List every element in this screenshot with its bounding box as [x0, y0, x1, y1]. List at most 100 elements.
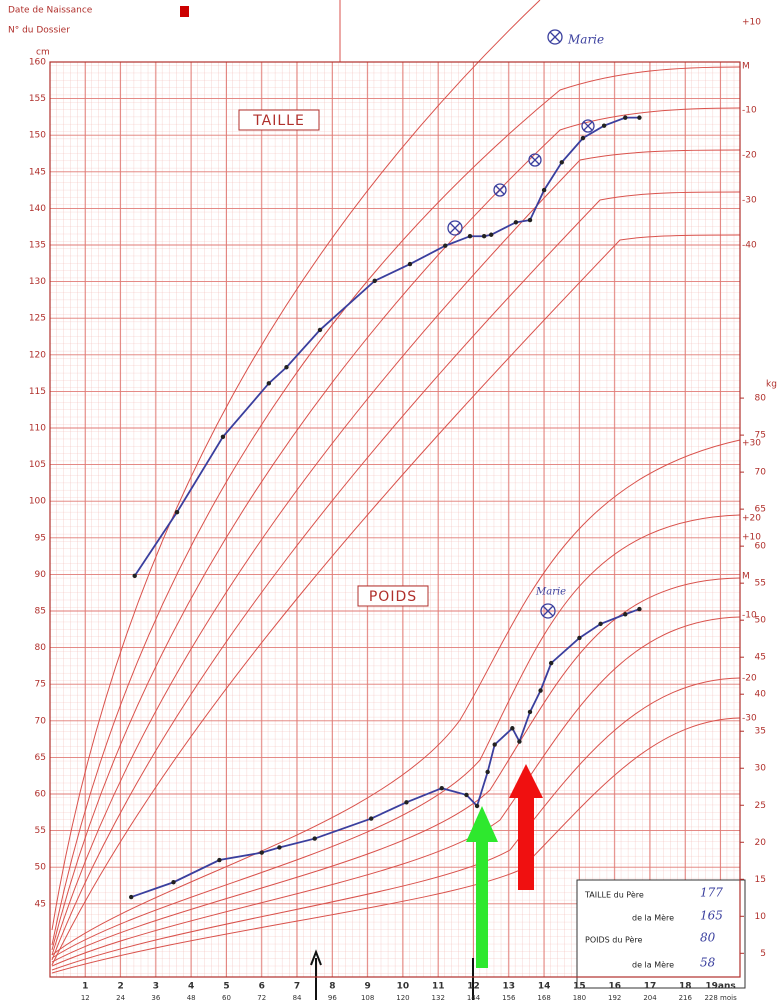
month-tick-label: 132 [432, 994, 445, 1002]
weight-series-label: POIDS [369, 589, 417, 605]
x-tick-label: 9 [365, 982, 371, 992]
x-tick-label: 8 [329, 982, 335, 992]
month-tick-label: 156 [502, 994, 516, 1002]
data-point [637, 607, 641, 611]
month-tick-label: 216 [679, 994, 693, 1002]
data-point [602, 123, 606, 127]
curve-label: +10 [742, 18, 761, 28]
month-tick-label: 180 [573, 994, 586, 1002]
height-series-label: TAILLE [252, 113, 305, 129]
parent-value: 80 [700, 931, 716, 945]
y-tick-label: 140 [29, 204, 46, 214]
x-tick-label: 18 [679, 982, 692, 992]
parent-label: POIDS du Père [585, 935, 643, 945]
data-point [260, 850, 264, 854]
y-tick-label: 100 [29, 497, 46, 507]
y-axis-unit: cm [36, 48, 50, 58]
y2-tick-label: 80 [755, 394, 767, 404]
y-tick-label: 60 [35, 790, 47, 800]
data-point [408, 262, 412, 266]
y-tick-label: 130 [29, 277, 46, 287]
y2-tick-label: 20 [755, 838, 767, 848]
y-tick-label: 45 [35, 899, 46, 909]
x-tick-label: 3 [153, 982, 159, 992]
data-point [468, 234, 472, 238]
month-tick-label: 168 [537, 994, 550, 1002]
curve-label: -20 [742, 151, 757, 161]
x-tick-label: 14 [538, 982, 551, 992]
y2-tick-label: 25 [755, 801, 766, 811]
annotation: Marie [535, 587, 566, 598]
x-tick-label: 10 [397, 982, 410, 992]
y-tick-label: 70 [35, 716, 47, 726]
data-point [277, 845, 281, 849]
data-point [517, 739, 521, 743]
data-point [510, 726, 514, 730]
y-tick-label: 95 [35, 533, 46, 543]
x-tick-label: 17 [644, 982, 657, 992]
month-tick-label: 96 [328, 994, 337, 1002]
month-tick-label: 192 [608, 994, 621, 1002]
data-point [637, 115, 641, 119]
y-tick-label: 75 [35, 680, 46, 690]
data-point [560, 160, 564, 164]
y-tick-label: 155 [29, 94, 46, 104]
parent-label: TAILLE du Père [584, 890, 644, 900]
data-point [528, 218, 532, 222]
y-tick-label: 80 [35, 643, 47, 653]
x-tick-label: 5 [223, 982, 229, 992]
height-curve-labels: +10 M -10 -20 -30 -40 [742, 18, 761, 251]
x-tick-label: 1 [82, 982, 88, 992]
data-point [404, 800, 408, 804]
y2-tick-label: 65 [755, 505, 766, 515]
y-tick-label: 90 [35, 570, 47, 580]
y-tick-label: 105 [29, 460, 46, 470]
curve-label: -40 [742, 241, 757, 251]
month-tick-label: 60 [222, 994, 231, 1002]
growth-chart: Date de Naissance N° du Dossier cm kg TA… [0, 0, 781, 1007]
month-tick-label: 12 [81, 994, 90, 1002]
month-tick-label: 84 [293, 994, 302, 1002]
data-point [475, 804, 479, 808]
y2-tick-label: 35 [755, 727, 766, 737]
data-point [221, 435, 225, 439]
curve-label: +20 [742, 514, 761, 524]
month-tick-label: 72 [257, 994, 266, 1002]
curve-label: -10 [742, 106, 757, 116]
y2-tick-label: 50 [755, 616, 767, 626]
x-tick-label: 19ans [705, 982, 735, 992]
data-point [373, 279, 377, 283]
y2-tick-label: 15 [755, 875, 766, 885]
parent-value: 165 [700, 909, 723, 923]
y-tick-label: 65 [35, 753, 46, 763]
month-tick-label: 48 [187, 994, 196, 1002]
annotation: Marie [567, 33, 604, 47]
data-point [318, 328, 322, 332]
data-point [369, 816, 373, 820]
month-tick-label: 204 [643, 994, 657, 1002]
y2-axis-unit: kg [766, 380, 777, 390]
month-tick-label: 228 mois [704, 994, 737, 1002]
x-tick-label: 2 [117, 982, 123, 992]
data-point [175, 510, 179, 514]
data-point [217, 858, 221, 862]
y2-tick-label: 10 [755, 912, 767, 922]
y2-tick-label: 70 [755, 468, 767, 478]
parent-value: 177 [700, 886, 723, 900]
x-tick-label: 15 [573, 982, 586, 992]
data-point [443, 244, 447, 248]
parent-value: 58 [700, 956, 716, 970]
y-tick-label: 150 [29, 131, 46, 141]
data-point [623, 115, 627, 119]
x-tick-label: 11 [432, 982, 445, 992]
data-point [485, 770, 489, 774]
y-tick-label: 160 [29, 58, 46, 68]
x-tick-label: 7 [294, 982, 300, 992]
data-point [440, 786, 444, 790]
data-point [528, 710, 532, 714]
month-tick-label: 24 [116, 994, 125, 1002]
y-tick-label: 85 [35, 607, 46, 617]
x-tick-label: 6 [259, 982, 265, 992]
y-tick-label: 120 [29, 350, 46, 360]
data-point [623, 612, 627, 616]
